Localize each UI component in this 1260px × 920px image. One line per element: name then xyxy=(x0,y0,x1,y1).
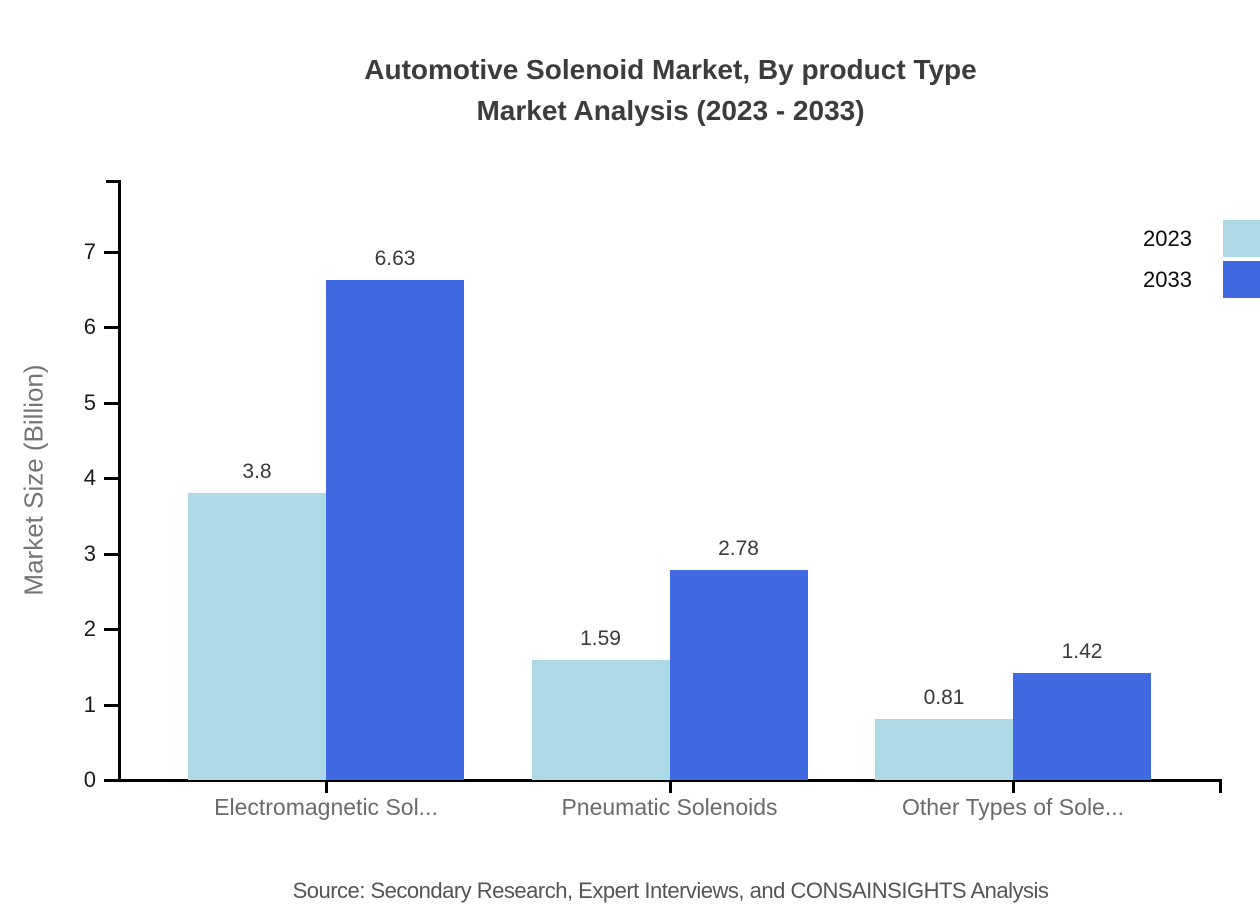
bar-2023-2 xyxy=(531,660,670,780)
y-axis-tick xyxy=(104,477,119,481)
x-axis-category-label: Electromagnetic Sol... xyxy=(214,794,438,820)
x-axis-category-label: Other Types of Sole... xyxy=(901,794,1125,820)
y-axis-tick xyxy=(104,628,119,632)
y-axis-tick xyxy=(104,401,119,405)
x-axis-tick xyxy=(1012,782,1015,793)
x-axis-tick xyxy=(668,782,672,793)
chart-title: Automotive Solenoid Market, By product T… xyxy=(119,49,1222,131)
y-axis-tick-label: 5 xyxy=(83,389,96,415)
y-axis-tick-label: 2 xyxy=(83,616,96,642)
bar-value-label: 2.78 xyxy=(718,537,759,561)
bar-2023-1 xyxy=(188,493,326,780)
bar-2033-1 xyxy=(326,279,464,780)
y-axis-tick-label: 4 xyxy=(83,465,96,491)
y-axis-tick-label: 3 xyxy=(83,540,96,566)
legend-label-2023: 2023 xyxy=(1143,226,1192,251)
bar-value-label: 1.59 xyxy=(580,627,621,650)
bar-2033-2 xyxy=(669,570,808,780)
y-axis-line xyxy=(118,180,121,782)
bar-2023-3 xyxy=(875,718,1013,780)
legend-swatch-2033 xyxy=(1223,261,1260,298)
bar-value-label: 0.81 xyxy=(923,685,965,709)
y-axis-tick-label: 1 xyxy=(83,691,96,717)
legend-swatch-2023 xyxy=(1223,220,1260,257)
y-axis-title: Market Size (Billion) xyxy=(18,364,49,596)
y-axis-tick-label: 6 xyxy=(83,314,96,340)
bar-value-label: 1.42 xyxy=(1061,639,1103,663)
bar-2033-3 xyxy=(1013,672,1151,780)
x-axis-line xyxy=(118,779,1222,782)
y-axis-tick xyxy=(104,250,119,254)
y-axis-tick-label: 0 xyxy=(83,767,96,792)
y-axis-tick xyxy=(104,326,119,330)
x-axis-tick xyxy=(325,782,328,793)
legend-label-2033: 2033 xyxy=(1143,267,1192,292)
y-axis-tick xyxy=(104,552,119,556)
source-attribution: Source: Secondary Research, Expert Inter… xyxy=(292,878,1049,903)
y-axis-tick xyxy=(104,779,119,782)
x-axis-category-label: Pneumatic Solenoids xyxy=(561,794,778,820)
x-axis-end-cap xyxy=(1219,779,1222,793)
chart-title-line2: Market Analysis (2023 - 2033) xyxy=(476,95,865,126)
bar-value-label: 3.8 xyxy=(242,460,272,484)
y-axis-tick xyxy=(104,703,119,707)
y-axis-top-cap xyxy=(106,180,121,183)
y-axis-tick-label: 7 xyxy=(83,238,96,264)
bar-value-label: 6.63 xyxy=(374,246,416,270)
chart-title-line1: Automotive Solenoid Market, By product T… xyxy=(364,54,977,85)
